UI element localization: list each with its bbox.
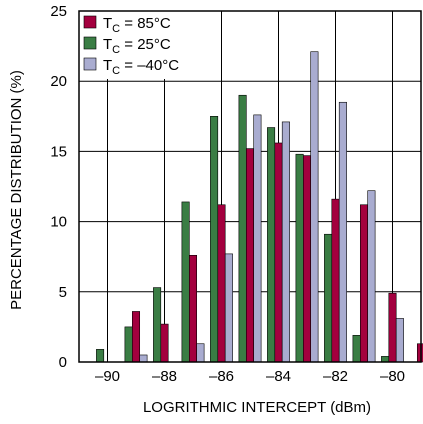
bar [124,326,133,363]
bar [253,114,262,363]
y-tick-label: 15 [50,143,67,160]
bar [267,127,276,363]
bar [295,153,304,363]
bar [352,335,361,363]
y-tick-label: 10 [50,214,67,231]
legend: TC = 85°CTC = 25°CTC = –40°C [79,11,195,79]
bar [217,204,226,363]
bar [310,51,319,363]
bar [210,116,219,363]
bar [367,190,376,363]
bar [381,356,390,363]
bar [96,349,105,363]
y-tick-label: 25 [50,3,67,20]
x-tick-label: –84 [266,368,291,385]
legend-swatch [83,15,97,29]
y-tick-label: 5 [59,284,67,301]
legend-swatch [83,36,97,50]
legend-label: TC = 25°C [103,36,171,56]
bar [416,343,423,363]
legend-swatch [83,57,97,71]
tick-labels: –90 –88 –86 –84 –82 –80 0 5 10 15 20 25 [50,3,405,385]
x-tick-label: –88 [152,368,177,385]
bar [245,148,255,363]
bar [131,311,141,363]
x-tick-label: –80 [380,368,405,385]
x-axis-title: LOGRITHMIC INTERCEPT (dBm) [143,399,371,416]
bar [395,318,404,363]
bar [238,94,247,363]
legend-label: TC = –40°C [103,57,179,77]
bar [338,101,347,363]
x-tick-label: –82 [323,368,348,385]
y-axis-title: PERCENTAGE DISTRIBUTION (%) [8,70,25,310]
bar [281,121,290,363]
bar [160,323,169,363]
x-tick-label: –86 [209,368,234,385]
plot-frame [78,10,422,363]
legend-label: TC = 85°C [103,15,171,35]
bar [324,233,333,363]
bar [188,254,198,363]
y-tick-label: 0 [59,354,67,371]
bar [196,343,205,363]
bar [331,198,340,363]
bar [181,201,190,363]
legend-background [79,11,195,79]
y-tick-label: 20 [50,73,67,90]
bar [302,155,312,363]
bar [153,287,162,363]
bar [224,253,233,363]
bar [139,354,148,363]
bar [359,204,369,363]
bars-layer [96,51,423,363]
bar [388,292,397,363]
bar [274,142,283,363]
x-tick-label: –90 [95,368,120,385]
